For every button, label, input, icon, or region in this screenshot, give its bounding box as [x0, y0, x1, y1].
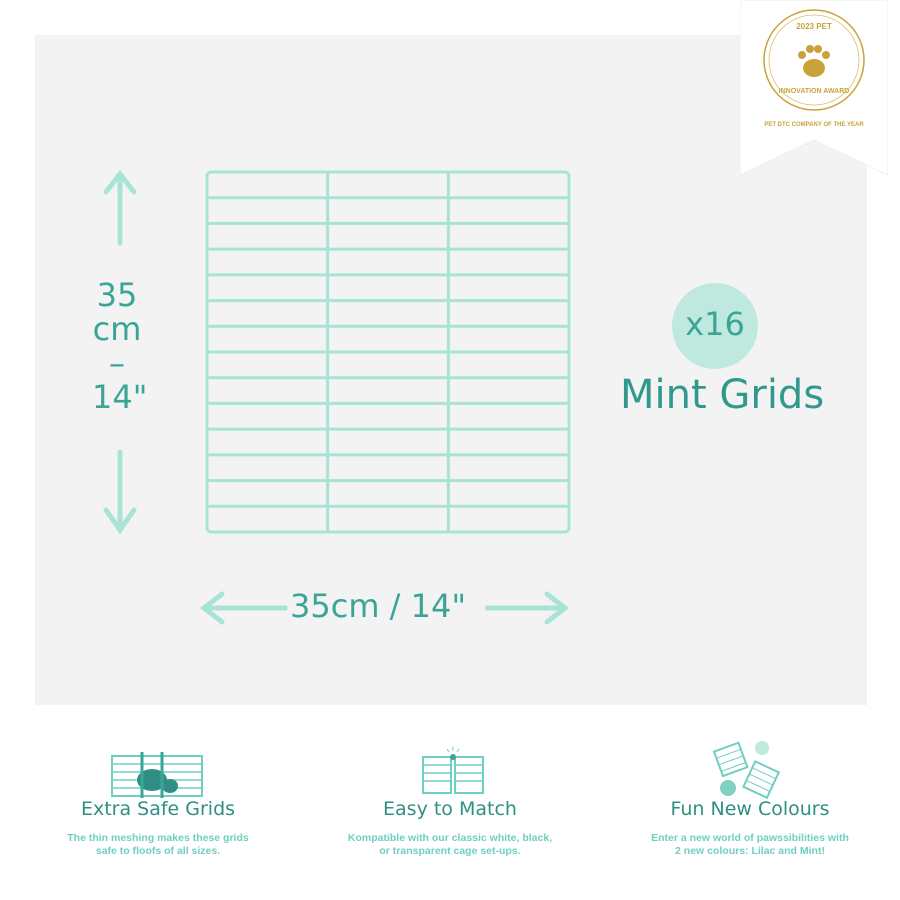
product-panel — [35, 35, 867, 705]
feature-title: Extra Safe Grids — [80, 798, 236, 820]
quantity-badge: x16 — [672, 283, 758, 369]
arrow-right-icon — [485, 591, 570, 625]
mint-grid-illustration — [205, 170, 571, 534]
award-ribbon — [739, 0, 889, 176]
feature-text-line1: The thin meshing makes these grids — [67, 832, 249, 844]
width-label: 35cm / 14" — [290, 587, 467, 625]
feature-text-line2: 2 new colours: Lilac and Mint! — [675, 845, 825, 857]
quantity-count: x16 — [685, 305, 745, 343]
paw-icon — [798, 45, 830, 77]
award-arc-top: 2023 PET — [796, 22, 832, 31]
quantity-label: Mint Grids — [620, 372, 825, 418]
award-badge: 2023 PET INNOVATION AWARD PET DTC COMPAN… — [739, 0, 889, 176]
feature-new-colours: Fun New Colours Enter a new world of paw… — [620, 740, 880, 858]
award-arc-bottom: INNOVATION AWARD — [778, 88, 850, 95]
divider: – — [109, 344, 125, 382]
feature-text-line1: Enter a new world of pawssibilities with — [651, 832, 849, 844]
feature-text-line1: Kompatible with our classic white, black… — [347, 832, 553, 844]
height-cm-value: 35 — [96, 276, 138, 314]
award-subtitle: PET DTC COMPANY OF THE YEAR — [764, 122, 864, 128]
feature-extra-safe: Extra Safe Grids The thin meshing makes … — [28, 740, 288, 858]
feature-text-line2: or transparent cage set-ups. — [379, 845, 521, 857]
guinea-pig-grid-icon — [111, 752, 203, 798]
feature-title: Easy to Match — [383, 798, 517, 820]
feature-easy-match: Easy to Match Kompatible with our classi… — [320, 740, 580, 858]
arrow-down-icon — [103, 450, 137, 535]
feature-text-line2: safe to floofs of all sizes. — [95, 845, 221, 857]
height-in-value: 14" — [92, 378, 148, 416]
height-cm-unit: cm — [92, 310, 142, 348]
feature-title: Fun New Colours — [670, 798, 830, 820]
two-colours-icon — [712, 741, 781, 800]
arrow-left-icon — [200, 591, 288, 625]
connected-grids-icon — [422, 747, 484, 794]
arrow-up-icon — [103, 169, 137, 246]
